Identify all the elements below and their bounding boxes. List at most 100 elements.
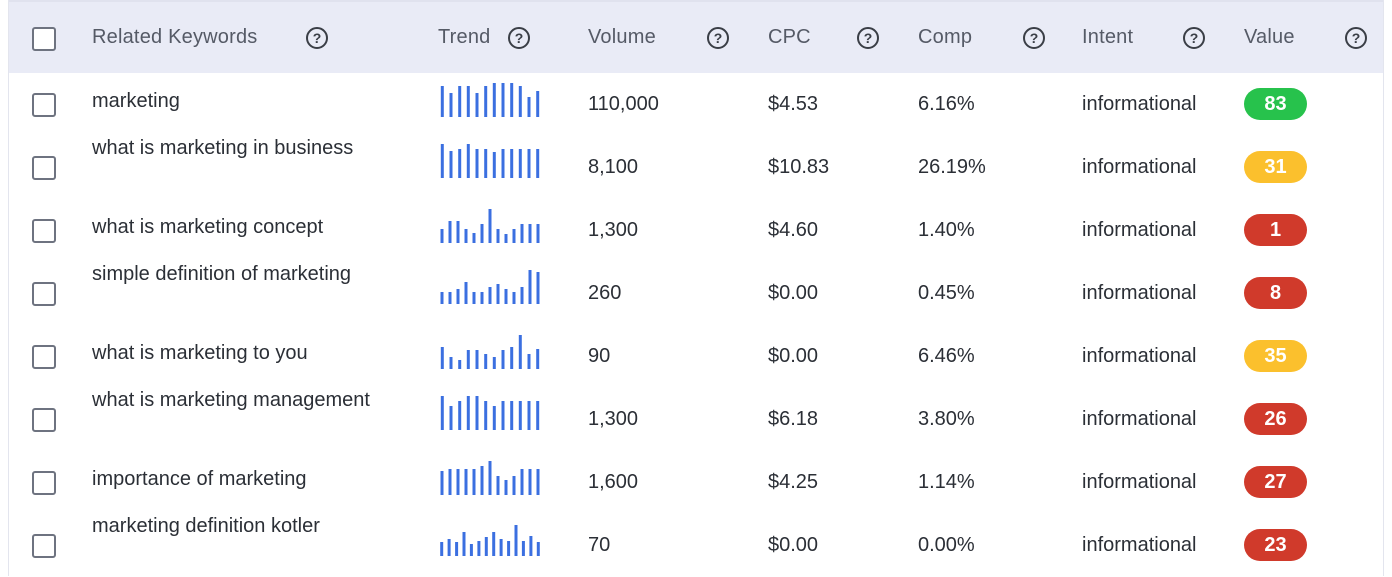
header-related-keywords[interactable]: Related Keywords [92, 26, 258, 48]
trend-bar [492, 83, 496, 117]
trend-bar [480, 292, 484, 304]
trend-bar [488, 461, 492, 495]
trend-bar [496, 284, 500, 304]
intent-cell: informational [1082, 534, 1197, 556]
table-row[interactable]: what is marketing management 1,300 $6.18 3.… [8, 388, 1384, 451]
trend-bar [440, 542, 444, 556]
trend-bar [464, 469, 468, 495]
table-row[interactable]: marketing definition kotler 70 $0.00 0.00% i… [8, 514, 1384, 577]
comp-cell: 1.14% [918, 471, 975, 493]
trend-bar [501, 83, 505, 117]
trend-bar [512, 476, 516, 495]
keyword-cell[interactable]: what is marketing management [92, 389, 370, 411]
comp-cell: 26.19% [918, 156, 986, 178]
row-checkbox[interactable] [32, 345, 56, 369]
cpc-cell: $0.00 [768, 282, 819, 304]
row-checkbox[interactable] [32, 534, 56, 558]
trend-bar [492, 532, 496, 556]
trend-bar [466, 144, 470, 178]
intent-cell: informational [1082, 471, 1197, 493]
trend-bar [501, 350, 505, 369]
header-volume[interactable]: Volume [588, 26, 656, 48]
trend-bar [518, 149, 522, 178]
table-header: Related Keywords ? Trend ? Volume ? CPC … [8, 0, 1384, 73]
value-badge: 1 [1244, 214, 1307, 246]
trend-bar [448, 292, 452, 304]
trend-bar [462, 532, 466, 556]
trend-sparkline [440, 461, 540, 495]
header-cpc[interactable]: CPC [768, 26, 811, 48]
trend-sparkline [440, 144, 540, 178]
value-badge: 31 [1244, 151, 1307, 183]
trend-bar [488, 209, 492, 243]
trend-bar [536, 469, 540, 495]
header-trend[interactable]: Trend [438, 26, 491, 48]
cpc-help-icon[interactable]: ? [857, 27, 879, 49]
volume-cell: 90 [588, 345, 611, 367]
trend-bar [456, 469, 460, 495]
trend-bar [518, 401, 522, 430]
keyword-cell[interactable]: what is marketing to you [92, 342, 308, 364]
table-row[interactable]: importance of marketing 1,600 $4.25 1.14% in… [8, 451, 1384, 514]
trend-bar [440, 229, 444, 243]
value-help-icon[interactable]: ? [1345, 27, 1367, 49]
header-value[interactable]: Value [1244, 26, 1295, 48]
trend-bar [484, 537, 488, 556]
trend-bar [466, 396, 470, 430]
trend-bar [528, 224, 532, 243]
row-checkbox[interactable] [32, 408, 56, 432]
table-row[interactable]: simple definition of marketing 260 $0.00 0.… [8, 262, 1384, 325]
keyword-cell[interactable]: what is marketing in business [92, 137, 354, 159]
trend-bar [455, 542, 459, 556]
intent-cell: informational [1082, 156, 1197, 178]
trend-bar [510, 401, 514, 430]
cpc-cell: $0.00 [768, 534, 819, 556]
keyword-cell[interactable]: simple definition of marketing [92, 263, 352, 285]
row-checkbox[interactable] [32, 93, 56, 117]
header-comp[interactable]: Comp [918, 26, 973, 48]
trend-bar [518, 335, 522, 369]
keyword-cell[interactable]: marketing definition kotler [92, 515, 320, 537]
table-row[interactable]: marketing 110,000 $4.53 6.16% informational 8… [8, 73, 1384, 136]
trend-help-icon[interactable]: ? [508, 27, 530, 49]
table-row[interactable]: what is marketing in business 8,100 $10.83… [8, 136, 1384, 199]
keyword-cell[interactable]: marketing [92, 90, 180, 112]
trend-bar [536, 542, 540, 556]
trend-bar [518, 86, 522, 117]
table-row[interactable]: what is marketing concept 1,300 $4.60 1.40%… [8, 199, 1384, 262]
trend-bar [477, 541, 481, 556]
trend-bar [484, 149, 488, 178]
row-checkbox[interactable] [32, 219, 56, 243]
trend-bar [488, 287, 492, 304]
trend-bar [449, 406, 453, 430]
trend-bar [484, 354, 488, 369]
keyword-cell[interactable]: importance of marketing [92, 468, 307, 490]
table-row[interactable]: what is marketing to you 90 $0.00 6.46% info… [8, 325, 1384, 388]
trend-bar [484, 401, 488, 430]
row-checkbox[interactable] [32, 282, 56, 306]
trend-bar [440, 292, 444, 304]
select-all-checkbox[interactable] [32, 27, 56, 51]
trend-bar [492, 357, 496, 369]
intent-help-icon[interactable]: ? [1183, 27, 1205, 49]
trend-bar [512, 229, 516, 243]
trend-bar [469, 544, 473, 556]
header-intent[interactable]: Intent [1082, 26, 1134, 48]
trend-bar [536, 401, 540, 430]
trend-bar [520, 224, 524, 243]
keywords-help-icon[interactable]: ? [306, 27, 328, 49]
value-badge: 23 [1244, 529, 1307, 561]
comp-help-icon[interactable]: ? [1023, 27, 1045, 49]
keyword-cell[interactable]: what is marketing concept [92, 216, 324, 238]
volume-help-icon[interactable]: ? [707, 27, 729, 49]
row-checkbox[interactable] [32, 156, 56, 180]
trend-bar [466, 86, 470, 117]
trend-bar [520, 469, 524, 495]
row-checkbox[interactable] [32, 471, 56, 495]
trend-bar [529, 536, 533, 556]
trend-bar [440, 471, 444, 495]
comp-cell: 0.45% [918, 282, 975, 304]
trend-bar [458, 86, 462, 117]
trend-bar [472, 233, 476, 243]
volume-cell: 1,300 [588, 408, 639, 430]
